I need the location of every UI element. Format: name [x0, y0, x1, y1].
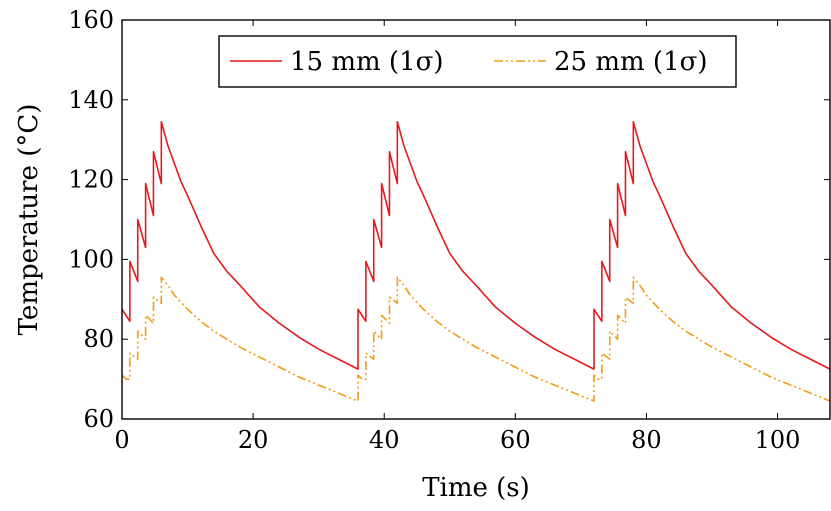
- legend-box: [218, 35, 737, 88]
- series-line-2: [121, 276, 831, 402]
- y-tick-label: 160: [68, 6, 114, 34]
- y-tick-label: 100: [68, 245, 114, 273]
- x-tick-label: 100: [755, 426, 801, 454]
- y-tick-label: 80: [83, 325, 114, 353]
- series-line-1: [121, 120, 831, 370]
- y-axis-label: Temperature (°C): [14, 104, 44, 336]
- legend: 15 mm (1σ) 25 mm (1σ): [218, 35, 737, 88]
- x-tick-label: 80: [631, 426, 662, 454]
- y-tick-label: 140: [68, 86, 114, 114]
- series-layer: [121, 120, 831, 402]
- legend-label-2: 25 mm (1σ): [554, 47, 708, 77]
- ticks-layer: 0 20 40 60 80 100 60 80 100 120 140 160: [68, 6, 830, 454]
- x-tick-label: 60: [500, 426, 531, 454]
- x-tick-label: 20: [238, 426, 269, 454]
- plot-frame: [121, 19, 831, 420]
- y-tick-label: 120: [68, 166, 114, 194]
- legend-label-1: 15 mm (1σ): [290, 47, 444, 77]
- x-tick-label: 40: [369, 426, 400, 454]
- x-tick-label: 0: [114, 426, 129, 454]
- x-axis-label: Time (s): [422, 473, 530, 503]
- y-tick-label: 60: [83, 405, 114, 433]
